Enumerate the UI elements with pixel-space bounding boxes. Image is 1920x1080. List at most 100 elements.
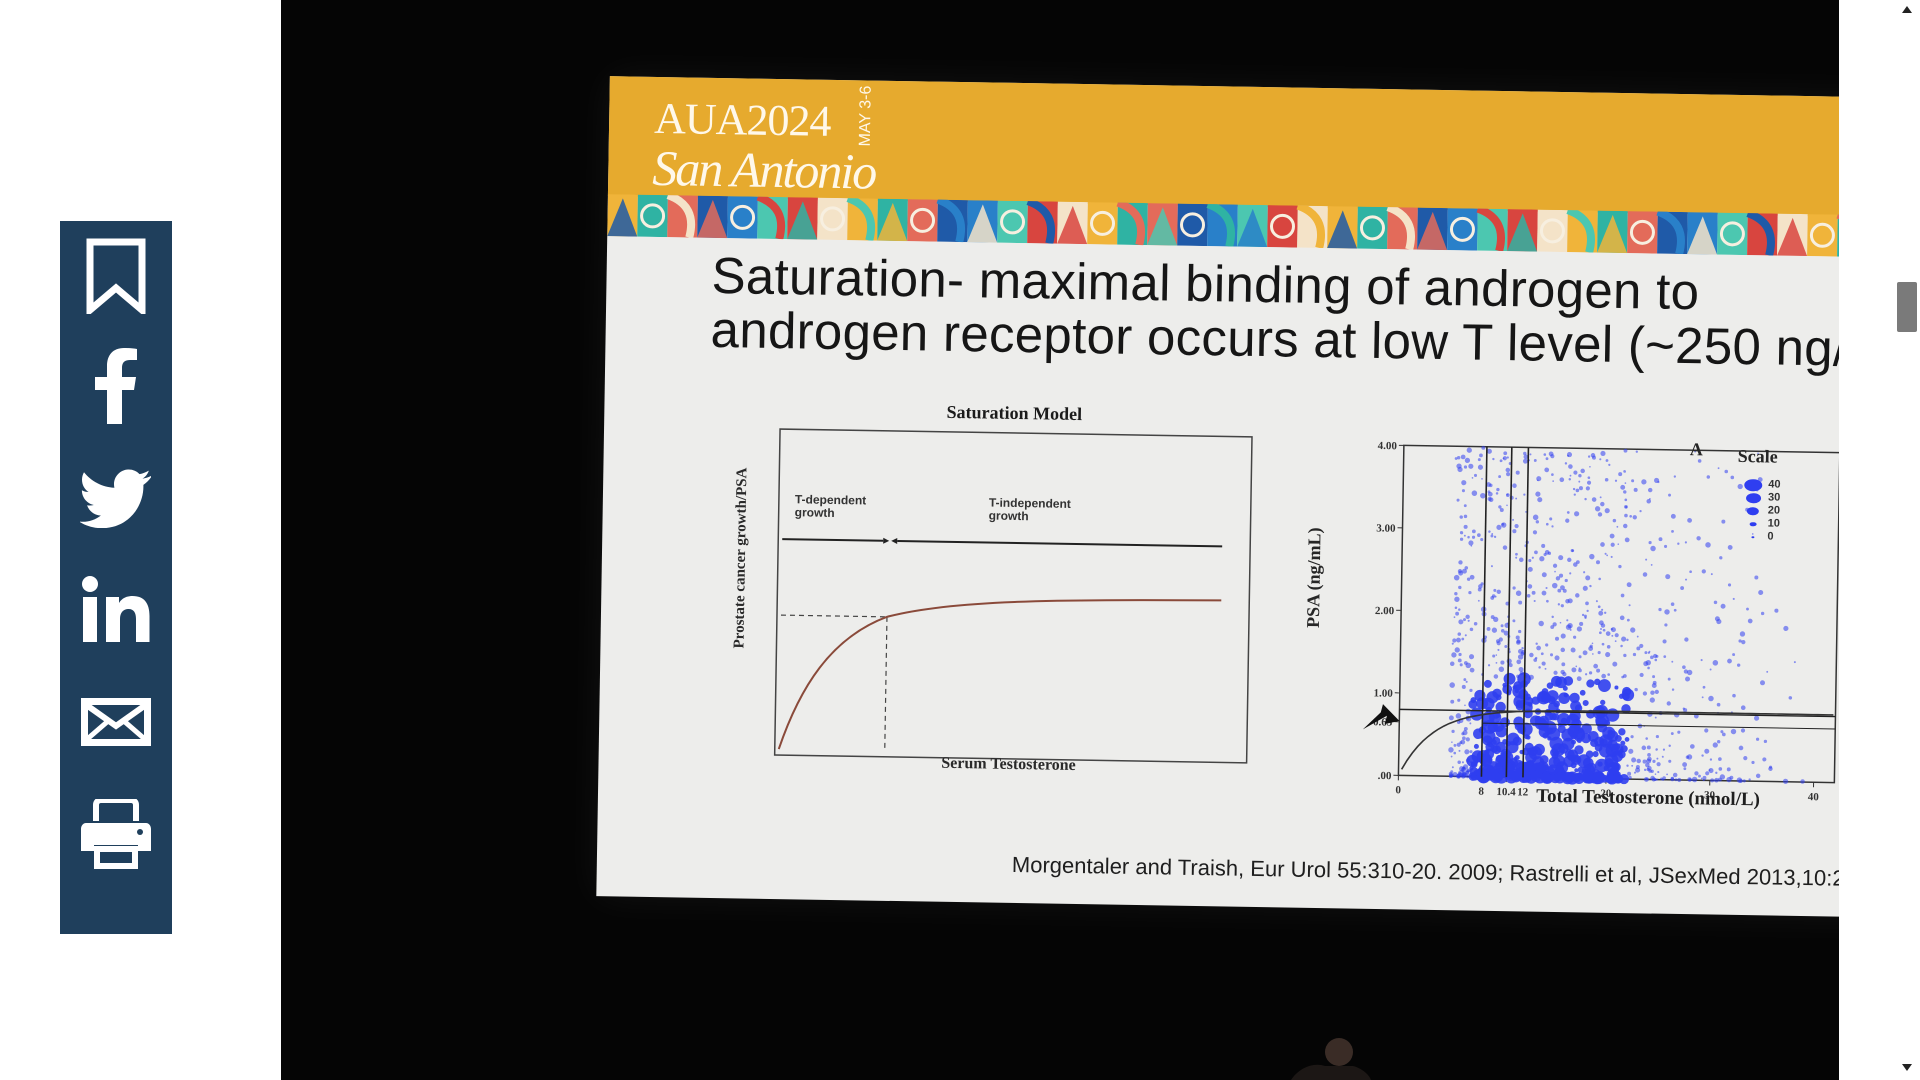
scroll-thumb[interactable] xyxy=(1897,282,1917,332)
psa-point xyxy=(1533,599,1536,603)
psa-point xyxy=(1645,762,1650,768)
psa-point xyxy=(1549,517,1553,521)
psa-point xyxy=(1664,609,1670,615)
psa-point xyxy=(1528,559,1532,563)
psa-point xyxy=(1632,652,1637,657)
psa-point xyxy=(1726,767,1731,772)
psa-point xyxy=(1644,651,1648,655)
psa-point xyxy=(1454,591,1458,596)
psa-point xyxy=(1542,732,1549,739)
pattern-shape xyxy=(1656,207,1685,255)
psa-point xyxy=(1589,644,1593,648)
psa-x-tick-label: 10.4 xyxy=(1496,786,1516,798)
psa-point xyxy=(1562,588,1567,593)
pattern-tile xyxy=(1537,209,1568,253)
psa-point xyxy=(1491,532,1494,535)
psa-point xyxy=(1650,655,1654,660)
pattern-shape xyxy=(1147,207,1178,246)
psa-point xyxy=(1641,479,1647,485)
pattern-shape xyxy=(1687,216,1718,255)
psa-point xyxy=(1515,590,1522,597)
psa-point xyxy=(1630,735,1634,739)
psa-point xyxy=(1720,603,1726,609)
psa-point xyxy=(1685,676,1691,682)
psa-point xyxy=(1598,631,1602,635)
psa-point xyxy=(1459,515,1463,519)
psa-point xyxy=(1531,696,1540,705)
psa-point xyxy=(1463,678,1467,682)
psa-point xyxy=(1621,636,1627,642)
psa-point xyxy=(1605,652,1611,658)
facebook-share-button[interactable] xyxy=(60,331,172,441)
psa-point xyxy=(1463,726,1468,731)
pattern-shape xyxy=(640,203,666,229)
psa-point xyxy=(1516,659,1522,665)
psa-point xyxy=(1473,728,1484,740)
email-icon xyxy=(81,698,151,746)
psa-point xyxy=(1461,774,1465,778)
psa-point xyxy=(1614,479,1618,482)
pattern-shape xyxy=(787,201,818,240)
psa-point xyxy=(1738,745,1744,751)
bookmark-button[interactable] xyxy=(60,221,172,331)
psa-point xyxy=(1620,740,1626,746)
print-button[interactable] xyxy=(60,779,172,889)
conference-city: San Antonio xyxy=(651,139,876,200)
psa-point xyxy=(1654,773,1657,775)
psa-point xyxy=(1683,669,1689,674)
psa-point xyxy=(1564,578,1568,583)
psa-point xyxy=(1740,728,1746,733)
pattern-shape xyxy=(1746,209,1775,257)
psa-point xyxy=(1473,622,1478,626)
psa-point xyxy=(1567,598,1573,604)
psa-point xyxy=(1501,522,1507,528)
share-sidebar xyxy=(60,221,172,934)
psa-point xyxy=(1531,590,1536,595)
linkedin-share-button[interactable] xyxy=(60,554,172,664)
psa-point xyxy=(1800,779,1805,784)
psa-point xyxy=(1617,750,1626,759)
psa-point xyxy=(1455,713,1462,719)
pattern-shape xyxy=(1269,213,1295,239)
psa-point xyxy=(1481,445,1486,450)
psa-point xyxy=(1465,758,1471,763)
psa-point xyxy=(1663,655,1667,658)
psa-point xyxy=(1648,541,1652,545)
twitter-share-button[interactable] xyxy=(60,443,172,553)
psa-point xyxy=(1600,501,1605,507)
psa-point xyxy=(1687,669,1693,676)
psa-point xyxy=(1658,607,1662,612)
psa-point xyxy=(1527,584,1533,589)
psa-point xyxy=(1496,524,1502,530)
psa-point xyxy=(1462,736,1466,741)
psa-point xyxy=(1449,682,1455,688)
page-scrollbar[interactable] xyxy=(1894,0,1920,1080)
psa-point xyxy=(1558,573,1564,578)
psa-point xyxy=(1502,456,1507,461)
psa-point xyxy=(1464,566,1469,570)
psa-point xyxy=(1684,541,1687,544)
pattern-tile xyxy=(637,194,668,238)
psa-point xyxy=(1751,533,1754,535)
psa-point xyxy=(1548,451,1554,457)
scroll-down-arrow-icon[interactable] xyxy=(1902,1064,1912,1071)
pattern-tile xyxy=(1717,212,1748,256)
psa-point xyxy=(1646,745,1651,750)
psa-point xyxy=(1668,759,1672,763)
psa-point xyxy=(1624,513,1628,518)
psa-point xyxy=(1670,777,1675,782)
psa-point xyxy=(1639,643,1644,648)
psa-point xyxy=(1564,462,1568,465)
psa-point xyxy=(1535,520,1540,524)
psa-point xyxy=(1451,652,1457,658)
scroll-up-arrow-icon[interactable] xyxy=(1902,6,1912,13)
email-share-button[interactable] xyxy=(60,667,172,777)
psa-point xyxy=(1571,739,1576,745)
psa-point xyxy=(1636,646,1641,651)
psa-point xyxy=(1570,762,1577,769)
t-independent-label: T-independent growth xyxy=(988,495,1071,524)
psa-point xyxy=(1620,644,1623,648)
psa-point xyxy=(1673,608,1677,612)
psa-point xyxy=(1597,761,1603,767)
psa-point xyxy=(1461,568,1467,574)
